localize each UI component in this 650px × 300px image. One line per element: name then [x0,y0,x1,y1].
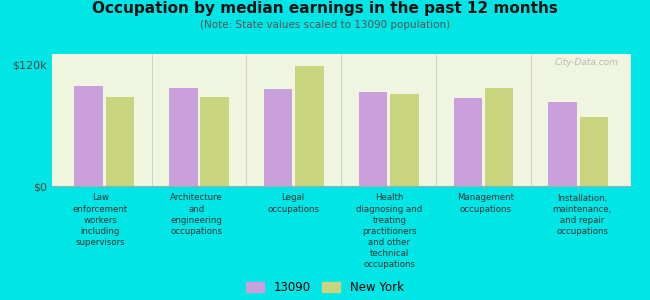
Bar [169,88,198,186]
Text: Health
diagnosing and
treating
practitioners
and other
technical
occupations: Health diagnosing and treating practitio… [356,194,422,269]
Text: Law
enforcement
workers
including
supervisors: Law enforcement workers including superv… [73,194,128,247]
Bar [74,86,103,186]
Text: (Note: State values scaled to 13090 population): (Note: State values scaled to 13090 popu… [200,20,450,29]
Bar [200,97,229,186]
Text: Occupation by median earnings in the past 12 months: Occupation by median earnings in the pas… [92,2,558,16]
Legend: 13090, New York: 13090, New York [246,281,404,294]
Bar [105,97,134,186]
Bar [485,88,514,186]
Bar [264,88,292,186]
Text: Installation,
maintenance,
and repair
occupations: Installation, maintenance, and repair oc… [552,194,612,236]
Bar [580,117,608,186]
Text: City-Data.com: City-Data.com [555,58,619,67]
Bar [454,98,482,186]
Text: Legal
occupations: Legal occupations [267,194,319,214]
Text: Architecture
and
engineering
occupations: Architecture and engineering occupations [170,194,223,236]
Text: Management
occupations: Management occupations [458,194,514,214]
Bar [549,102,577,186]
Bar [359,92,387,186]
Bar [295,66,324,186]
Bar [390,94,419,186]
